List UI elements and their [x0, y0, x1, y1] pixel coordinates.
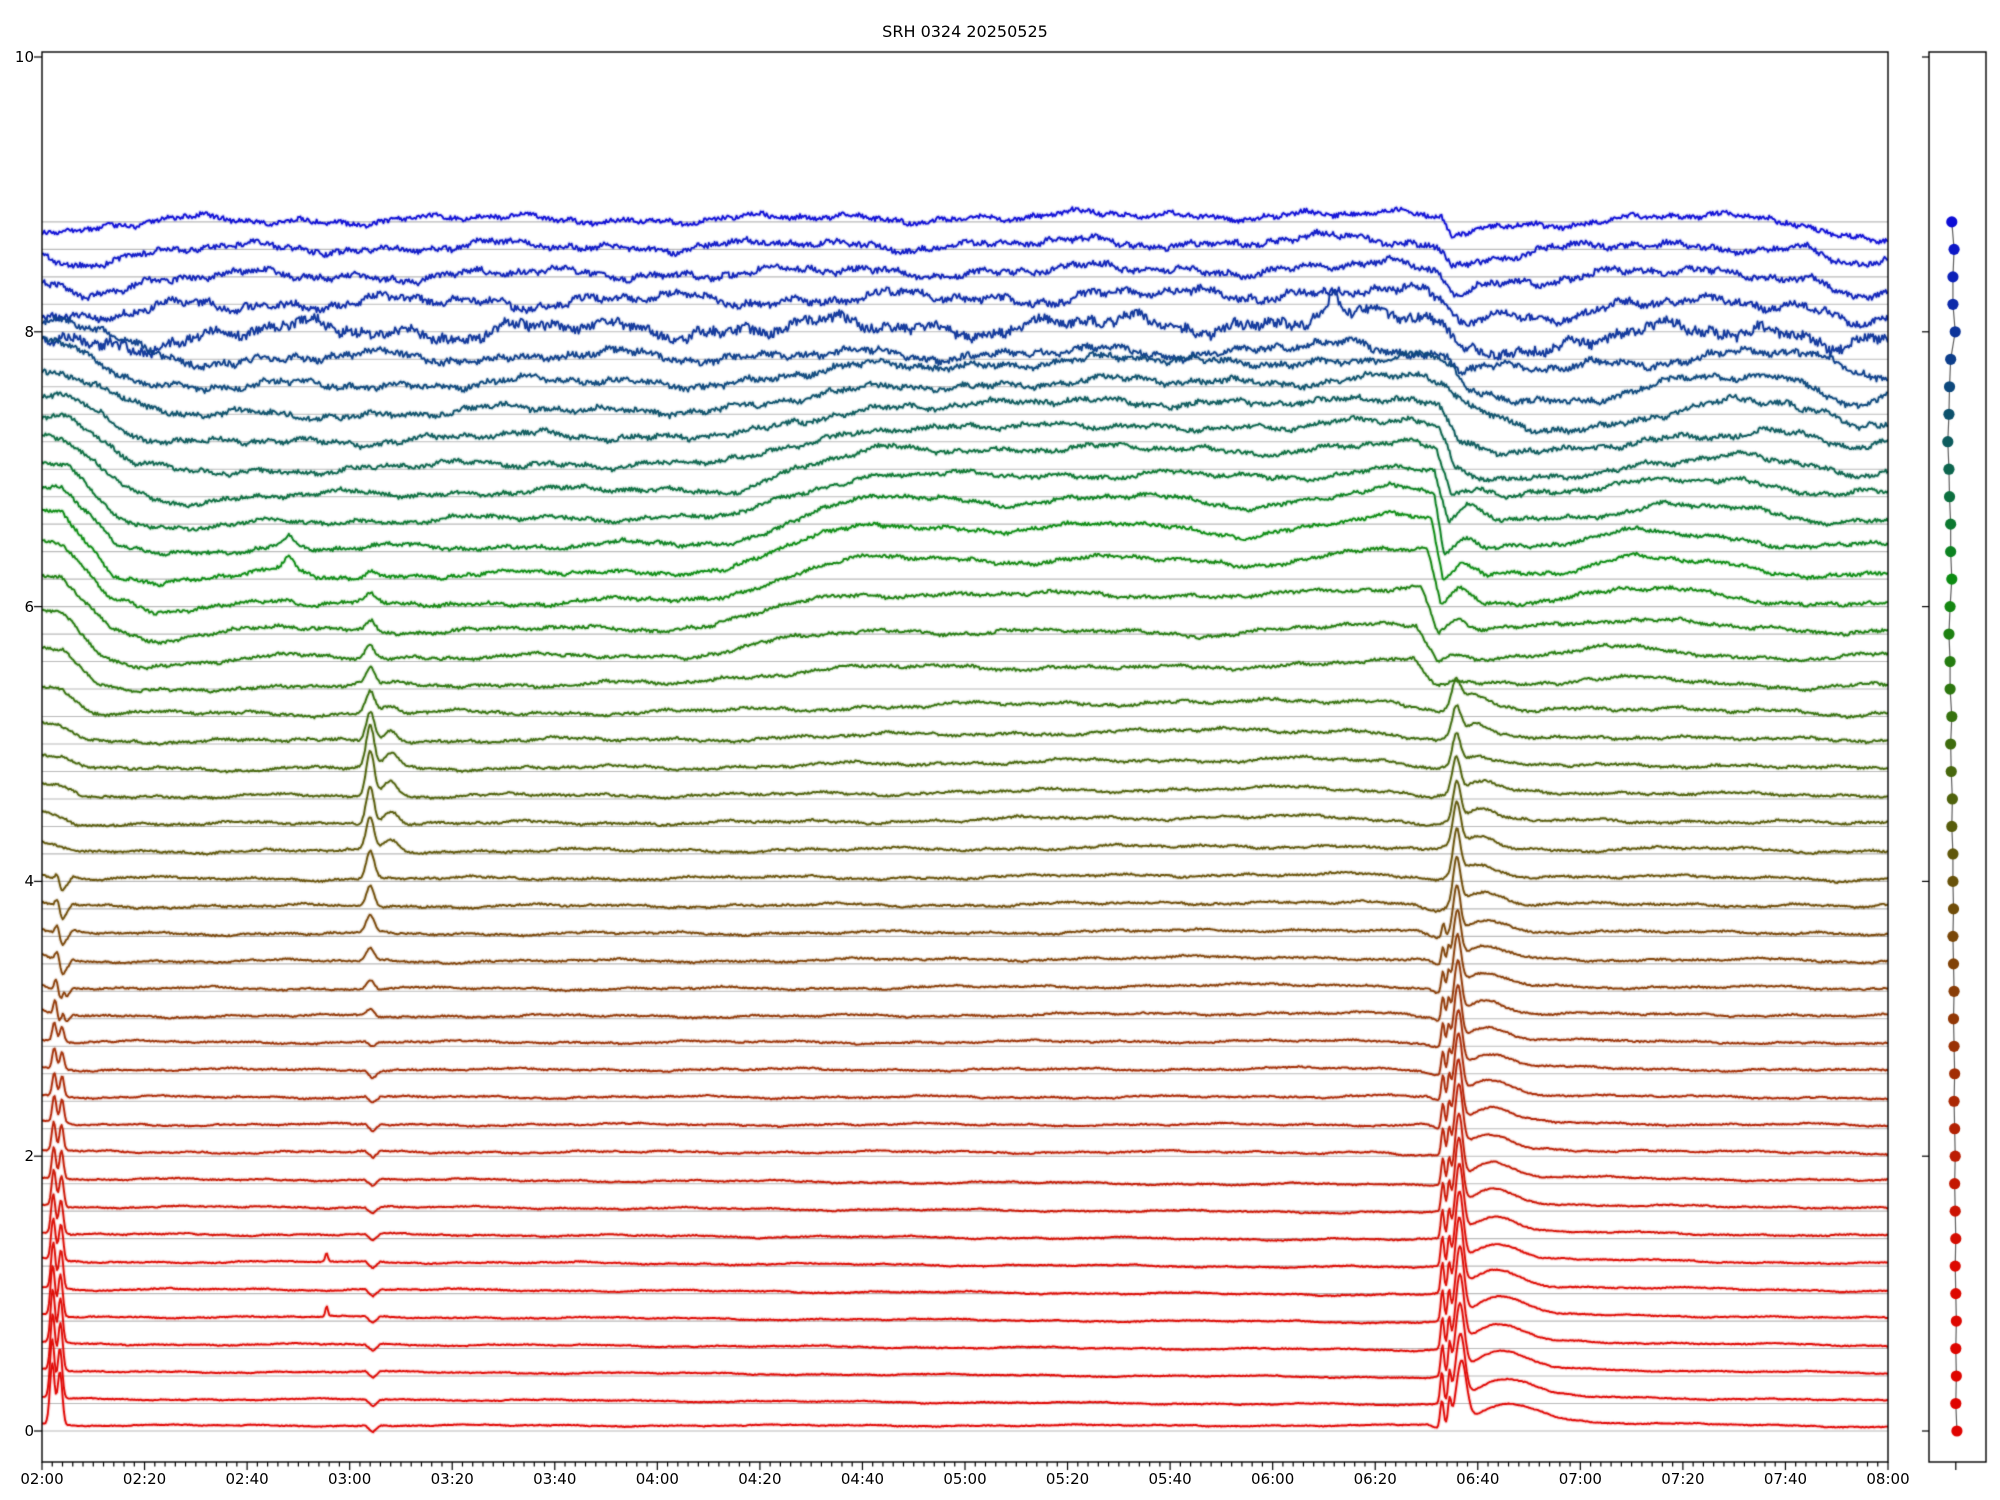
y-tick-label: 6 — [24, 597, 34, 616]
x-tick-label: 02:00 — [20, 1470, 64, 1488]
x-tick-label: 06:20 — [1353, 1470, 1397, 1488]
x-tick-label: 04:20 — [738, 1470, 782, 1488]
chart-title: SRH 0324 20250525 — [882, 22, 1048, 41]
y-tick-label: 2 — [24, 1147, 34, 1166]
x-tick-label: 02:40 — [225, 1470, 269, 1488]
x-tick-label: 06:00 — [1251, 1470, 1295, 1488]
x-tick-label: 06:40 — [1456, 1470, 1500, 1488]
x-tick-label: 05:40 — [1148, 1470, 1192, 1488]
x-tick-label: 07:40 — [1763, 1470, 1808, 1488]
x-tick-label: 08:00 — [1866, 1470, 1910, 1488]
y-tick-label: 4 — [24, 872, 34, 891]
x-tick-label: 04:00 — [635, 1470, 679, 1488]
x-tick-label: 03:00 — [328, 1470, 372, 1488]
y-tick-label: 8 — [24, 322, 34, 341]
x-tick-label: 04:40 — [840, 1470, 885, 1488]
x-tick-label: 07:20 — [1661, 1470, 1705, 1488]
y-tick-label: 10 — [14, 48, 34, 66]
x-tick-label: 03:40 — [533, 1470, 577, 1488]
x-tick-label: 07:00 — [1558, 1470, 1602, 1488]
x-tick-label: 05:00 — [943, 1470, 987, 1488]
y-tick-label: 0 — [24, 1422, 34, 1440]
x-tick-label: 03:20 — [430, 1470, 474, 1488]
x-tick-label: 02:20 — [122, 1470, 167, 1488]
x-tick-label: 05:20 — [1045, 1470, 1090, 1488]
